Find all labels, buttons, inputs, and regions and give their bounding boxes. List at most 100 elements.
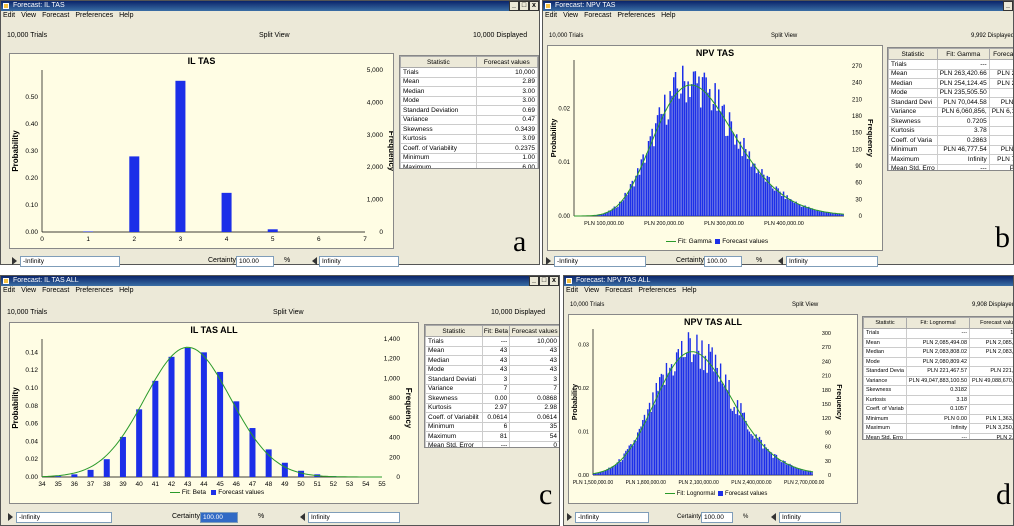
left-grabber-icon[interactable] bbox=[567, 513, 572, 521]
right-grabber-icon[interactable] bbox=[778, 257, 783, 265]
right-value-input[interactable]: Infinity bbox=[779, 512, 841, 523]
menu-view[interactable]: View bbox=[563, 12, 579, 19]
bar bbox=[757, 169, 760, 216]
bar bbox=[761, 169, 763, 216]
close-button[interactable]: x bbox=[529, 1, 539, 11]
menu-preferences[interactable]: Preferences bbox=[75, 287, 114, 294]
maximize-button[interactable]: □ bbox=[539, 276, 549, 286]
left-value-input[interactable]: -Infinity bbox=[20, 256, 120, 267]
minimize-button[interactable]: _ bbox=[1003, 1, 1013, 11]
bar bbox=[618, 459, 620, 475]
bar bbox=[727, 135, 729, 216]
right-grabber-icon[interactable] bbox=[300, 513, 305, 521]
left-grabber-icon[interactable] bbox=[8, 513, 13, 521]
chart-plot: 0.00 0.01 0.02 0 30 60 90 120 150 180 210 240 270 Pro… bbox=[549, 60, 875, 227]
menu-preferences[interactable]: Preferences bbox=[638, 287, 677, 294]
bar bbox=[692, 71, 695, 216]
titlebar[interactable]: Forecast: IL TAS bbox=[1, 1, 539, 11]
menu-forecast[interactable]: Forecast bbox=[584, 12, 612, 19]
close-button[interactable]: x bbox=[549, 276, 559, 286]
menu-edit[interactable]: Edit bbox=[3, 12, 16, 19]
statistic-name: Standard Deviati bbox=[425, 374, 483, 385]
statistic-value: 0.0614 bbox=[481, 412, 511, 423]
bar bbox=[808, 206, 810, 216]
column-header: Forecast values bbox=[509, 325, 559, 337]
right-value-input[interactable]: Infinity bbox=[308, 512, 400, 523]
menu-edit[interactable]: Edit bbox=[3, 287, 16, 294]
statistic-value: PLN 46,777.54 bbox=[936, 144, 990, 155]
left-grabber-icon[interactable] bbox=[546, 257, 551, 265]
bar bbox=[664, 94, 666, 216]
bar bbox=[689, 97, 691, 216]
maximize-button[interactable]: □ bbox=[519, 1, 529, 11]
y2-tick-label: 800 bbox=[389, 395, 400, 402]
view-mode: Split View bbox=[259, 32, 290, 39]
titlebar[interactable]: Forecast: IL TAS ALL bbox=[1, 276, 559, 286]
statistic-name: Mean Std. Erro bbox=[888, 163, 938, 170]
y2-tick-label: 270 bbox=[822, 345, 831, 351]
bar bbox=[807, 470, 810, 475]
bar bbox=[643, 414, 646, 475]
bar bbox=[673, 77, 675, 216]
app-icon bbox=[3, 3, 9, 9]
x-tick-label: 55 bbox=[378, 481, 386, 488]
menu-preferences[interactable]: Preferences bbox=[75, 12, 114, 19]
right-value-input[interactable]: Infinity bbox=[319, 256, 399, 267]
menu-view[interactable]: View bbox=[584, 287, 600, 294]
table-row: Standard Deviation 0.69 bbox=[400, 105, 538, 116]
y2-tick-label: 120 bbox=[852, 147, 863, 153]
bar bbox=[731, 410, 734, 475]
bar bbox=[129, 156, 140, 232]
menu-forecast[interactable]: Forecast bbox=[42, 12, 70, 19]
bar bbox=[136, 409, 143, 477]
menu-help[interactable]: Help bbox=[119, 287, 134, 294]
menu-view[interactable]: View bbox=[21, 12, 37, 19]
bar bbox=[630, 444, 632, 475]
y2-tick-label: 0 bbox=[396, 474, 400, 481]
certainty-input[interactable]: 100.00 bbox=[704, 256, 742, 267]
menu-view[interactable]: View bbox=[21, 287, 37, 294]
right-grabber-icon[interactable] bbox=[312, 257, 317, 265]
menu-help[interactable]: Help bbox=[682, 287, 697, 294]
menu-help[interactable]: Help bbox=[661, 12, 676, 19]
menu-forecast[interactable]: Forecast bbox=[605, 287, 633, 294]
left-grabber-icon[interactable] bbox=[12, 257, 17, 265]
bar bbox=[659, 377, 661, 475]
left-value-input[interactable]: -Infinity bbox=[575, 512, 649, 523]
bar bbox=[633, 186, 635, 216]
certainty-input[interactable]: 100.00 bbox=[701, 512, 733, 523]
bar bbox=[664, 384, 666, 475]
menu-preferences[interactable]: Preferences bbox=[617, 12, 656, 19]
right-grabber-icon[interactable] bbox=[771, 513, 776, 521]
statistic-name: Variance bbox=[888, 106, 938, 117]
menu-help[interactable]: Help bbox=[119, 12, 134, 19]
certainty-input[interactable]: 100.00 bbox=[200, 512, 238, 523]
bar bbox=[838, 213, 841, 216]
statistic-value: PLN 6,060,856, bbox=[936, 106, 990, 117]
left-value-input[interactable]: -Infinity bbox=[16, 512, 112, 523]
minimize-button[interactable]: _ bbox=[509, 1, 519, 11]
percent-label: % bbox=[756, 257, 763, 264]
titlebar[interactable]: Forecast: NPV TAS ALL bbox=[564, 276, 1013, 286]
legend-fit: Fit: Gamma bbox=[677, 238, 712, 245]
bar bbox=[769, 451, 771, 475]
menu-edit[interactable]: Edit bbox=[566, 287, 579, 294]
left-value-input[interactable]: -Infinity bbox=[554, 256, 646, 267]
menu-forecast[interactable]: Forecast bbox=[42, 287, 70, 294]
bar bbox=[725, 135, 727, 216]
minimize-button[interactable]: _ bbox=[529, 276, 539, 286]
bar bbox=[657, 390, 659, 475]
right-value-input[interactable]: Infinity bbox=[786, 256, 878, 267]
statistic-name: Standard Devi bbox=[888, 97, 938, 108]
menu-edit[interactable]: Edit bbox=[545, 12, 558, 19]
view-mode: Split View bbox=[273, 309, 304, 316]
certainty-input[interactable]: 100.00 bbox=[236, 256, 274, 267]
statistic-value: Infinity bbox=[905, 423, 971, 434]
titlebar[interactable]: Forecast: NPV TAS bbox=[543, 1, 1013, 11]
x-tick-label: 35 bbox=[55, 481, 63, 488]
statistic-value: 0.0868 bbox=[509, 393, 559, 404]
bar bbox=[646, 153, 648, 216]
bar bbox=[685, 102, 688, 216]
bar bbox=[642, 154, 644, 216]
table-row: Trials---10,000 bbox=[863, 328, 1013, 339]
